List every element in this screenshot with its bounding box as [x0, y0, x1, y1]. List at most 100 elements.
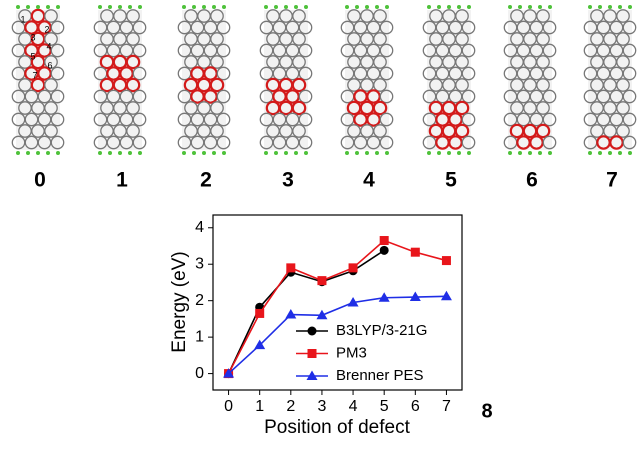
end-atom [508, 5, 512, 9]
panel-label: 5 [445, 169, 457, 192]
end-atom [385, 151, 389, 155]
nanotube [341, 5, 392, 155]
end-atom [447, 5, 451, 9]
marker [286, 263, 295, 272]
nanotube [260, 5, 311, 155]
end-atom [108, 151, 112, 155]
end-atom [46, 151, 50, 155]
marker [317, 276, 326, 285]
end-atom [182, 151, 186, 155]
end-atom [385, 5, 389, 9]
marker [380, 246, 389, 255]
end-atom [274, 5, 278, 9]
y-tick-label: 3 [195, 255, 204, 272]
end-atom [467, 151, 471, 155]
end-atom [548, 151, 552, 155]
end-atom [355, 5, 359, 9]
x-tick-label: 2 [286, 398, 295, 415]
end-atom [608, 5, 612, 9]
marker [380, 236, 389, 245]
plot-frame [213, 215, 462, 390]
end-atom [304, 5, 308, 9]
tube-body [16, 10, 60, 150]
end-atom [46, 5, 50, 9]
end-atom [118, 151, 122, 155]
end-atom [192, 5, 196, 9]
marker [441, 291, 452, 301]
end-atom [16, 5, 20, 9]
y-tick-label: 2 [195, 292, 204, 309]
end-atom [588, 5, 592, 9]
end-atom [118, 5, 122, 9]
site-label: 1 [20, 14, 25, 24]
end-atom [365, 151, 369, 155]
tube-body [345, 10, 389, 150]
end-atom [375, 5, 379, 9]
end-atom [528, 5, 532, 9]
end-atom [548, 5, 552, 9]
x-tick-label: 1 [255, 398, 264, 415]
end-atom [588, 151, 592, 155]
legend-label: Brenner PES [336, 367, 424, 384]
x-axis-label: Position of defect [264, 417, 410, 438]
x-tick-label: 3 [317, 398, 326, 415]
x-tick-label: 0 [224, 398, 233, 415]
end-atom [264, 151, 268, 155]
end-atom [304, 151, 308, 155]
site-label: 4 [46, 41, 51, 51]
end-atom [375, 151, 379, 155]
marker [411, 248, 420, 257]
end-atom [98, 151, 102, 155]
nanotube [584, 5, 635, 155]
end-atom [618, 5, 622, 9]
end-atom [427, 151, 431, 155]
end-atom [598, 151, 602, 155]
figure-number: 8 [481, 400, 492, 422]
legend-label: PM3 [336, 344, 367, 361]
marker [285, 309, 296, 319]
end-atom [16, 151, 20, 155]
x-tick-label: 6 [411, 398, 420, 415]
site-label: 3 [30, 32, 35, 42]
end-atom [56, 151, 60, 155]
end-atom [345, 5, 349, 9]
end-atom [437, 5, 441, 9]
end-atom [508, 151, 512, 155]
legend-marker [308, 349, 317, 358]
marker [442, 256, 451, 265]
end-atom [598, 5, 602, 9]
end-atom [212, 5, 216, 9]
nanotube [94, 5, 145, 155]
site-label: 7 [32, 70, 37, 80]
panel-label: 3 [282, 169, 294, 192]
nanotube [504, 5, 555, 155]
y-tick-label: 4 [195, 219, 204, 236]
nanotube [12, 5, 63, 155]
panel-label: 0 [34, 169, 46, 192]
end-atom [222, 5, 226, 9]
site-label: 5 [30, 51, 35, 61]
end-atom [138, 5, 142, 9]
end-atom [457, 5, 461, 9]
end-atom [518, 5, 522, 9]
end-atom [294, 151, 298, 155]
end-atom [628, 151, 632, 155]
end-atom [26, 151, 30, 155]
x-tick-label: 7 [442, 398, 451, 415]
end-atom [128, 151, 132, 155]
end-atom [192, 151, 196, 155]
nanotube [423, 5, 474, 155]
end-atom [202, 5, 206, 9]
end-atom [427, 5, 431, 9]
end-atom [355, 151, 359, 155]
panel-label: 4 [363, 169, 375, 192]
end-atom [26, 5, 30, 9]
x-tick-label: 5 [380, 398, 389, 415]
end-atom [202, 151, 206, 155]
end-atom [365, 5, 369, 9]
figure: 8 Position of defect Energy (eV) 0123456… [0, 0, 644, 447]
end-atom [628, 5, 632, 9]
end-atom [212, 151, 216, 155]
end-atom [538, 151, 542, 155]
end-atom [36, 5, 40, 9]
